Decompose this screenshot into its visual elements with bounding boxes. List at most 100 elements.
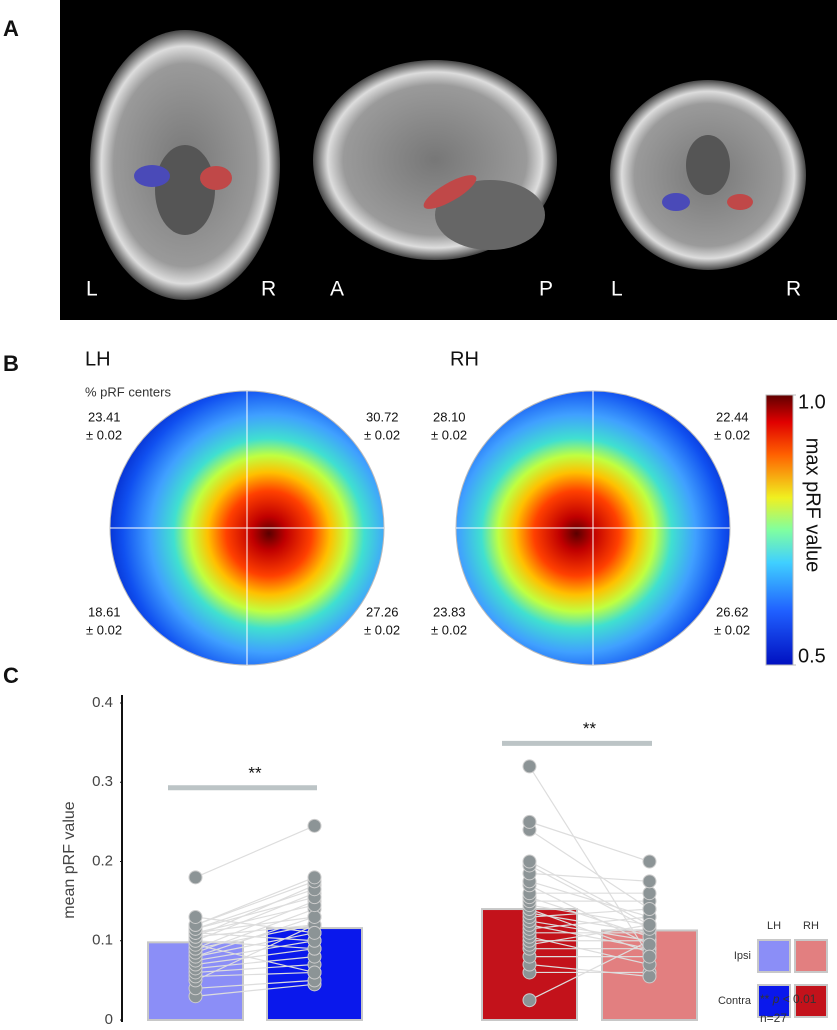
n-label: n=27: [760, 1011, 787, 1025]
colorbar-tick-label: 1.0: [798, 391, 826, 413]
subject-line: [195, 825, 315, 878]
roi-sagittal: [423, 175, 477, 209]
quadrant-value: 18.61: [88, 604, 121, 619]
subject-dot: [188, 870, 203, 885]
sagittal-detail: [435, 180, 545, 250]
subject-line: [195, 892, 315, 942]
panel-label: B: [3, 351, 19, 376]
roi-right: [200, 166, 232, 190]
quadrant-error: ± 0.02: [431, 427, 467, 442]
roi-left: [134, 165, 170, 187]
orientation-label: L: [86, 278, 98, 301]
map-title: RH: [450, 348, 479, 370]
subject-line: [195, 904, 315, 934]
subject-dot: [307, 965, 322, 980]
orientation-label: R: [786, 278, 801, 301]
subject-line: [528, 766, 651, 957]
subject-line: [195, 948, 315, 966]
y-tick-label: 0.4: [92, 694, 113, 711]
subject-line: [529, 896, 650, 938]
roi-left: [662, 193, 690, 211]
quadrant-error: ± 0.02: [364, 427, 400, 442]
caption: % pRF centers: [85, 384, 171, 399]
subject-dot: [642, 902, 657, 917]
legend-swatch: [757, 939, 791, 973]
significance-note: ** p < 0.01: [760, 992, 817, 1006]
note-p: p: [772, 992, 780, 1006]
quadrant-value: 23.83: [433, 604, 466, 619]
subject-line: [195, 940, 315, 962]
roi-right: [727, 194, 753, 210]
subject-dot: [307, 818, 322, 833]
significance-stars: **: [583, 719, 597, 738]
subject-line: [529, 963, 650, 978]
subject-line: [195, 880, 315, 926]
legend-label: Contra: [718, 995, 752, 1007]
subject-dot: [642, 969, 657, 984]
subject-line: [529, 864, 650, 930]
subject-line: [529, 924, 650, 950]
panel-label: A: [3, 16, 19, 41]
orientation-label: R: [261, 278, 276, 301]
quadrant-value: 26.62: [716, 604, 749, 619]
subject-dot: [307, 870, 322, 885]
subject-dot: [642, 874, 657, 889]
coronal-detail: [686, 135, 730, 195]
subject-line: [195, 924, 315, 938]
subject-dot: [522, 993, 537, 1008]
subject-line: [529, 908, 650, 954]
subject-line: [195, 896, 315, 930]
subject-line: [195, 932, 315, 942]
subject-line: [529, 908, 650, 918]
note-text: < 0.01: [783, 992, 817, 1006]
subject-line: [195, 888, 315, 930]
subject-line: [195, 876, 315, 926]
y-axis-label: mean pRF value: [61, 801, 78, 918]
subject-line: [195, 940, 315, 950]
subject-dot: [642, 854, 657, 869]
subject-line: [195, 983, 315, 997]
quadrant-value: 23.41: [88, 409, 121, 424]
subject-line: [195, 944, 315, 974]
quadrant-error: ± 0.02: [431, 622, 467, 637]
map-title: LH: [85, 348, 111, 370]
subject-dot: [522, 759, 537, 774]
legend-header: LH: [767, 920, 781, 932]
axial-detail: [155, 145, 215, 235]
subject-line: [529, 860, 650, 926]
quadrant-error: ± 0.02: [86, 427, 122, 442]
subject-line: [529, 829, 650, 910]
subject-line: [195, 963, 315, 974]
subject-line: [529, 884, 650, 946]
orientation-label: A: [330, 278, 344, 301]
colorbar-tick-label: 0.5: [798, 645, 826, 667]
legend-swatch: [757, 984, 791, 1018]
quadrant-error: ± 0.02: [364, 622, 400, 637]
subject-dot: [642, 937, 657, 952]
colorbar-label: max pRF value: [802, 438, 824, 573]
subject-dot: [642, 917, 657, 932]
quadrant-value: 22.44: [716, 409, 749, 424]
orientation-label: P: [539, 278, 553, 301]
orientation-label: L: [611, 278, 623, 301]
legend-swatch: [794, 939, 828, 973]
subject-dot: [522, 814, 537, 829]
subject-line: [529, 872, 650, 882]
quadrant-value: 27.26: [366, 604, 399, 619]
subject-dot: [307, 925, 322, 940]
subject-line: [529, 880, 650, 918]
quadrant-value: 28.10: [433, 409, 466, 424]
quadrant-error: ± 0.02: [714, 427, 750, 442]
y-tick-label: 0: [105, 1011, 113, 1028]
subject-dot: [642, 949, 657, 964]
y-tick-label: 0.1: [92, 932, 113, 949]
subject-line: [195, 979, 315, 989]
subject-line: [195, 956, 315, 970]
subject-line: [195, 916, 315, 934]
panel-label: C: [3, 663, 19, 688]
subject-dot: [188, 909, 203, 924]
legend-header: RH: [803, 920, 819, 932]
subject-dot: [307, 909, 322, 924]
subject-line: [195, 971, 315, 978]
